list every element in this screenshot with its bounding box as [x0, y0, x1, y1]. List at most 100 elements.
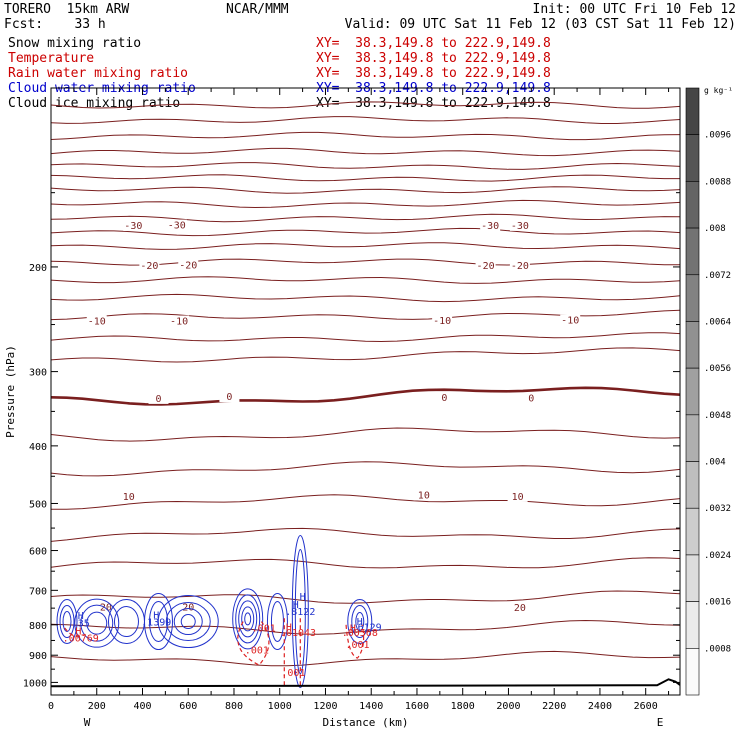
isotherm-line — [51, 162, 680, 170]
valid-time: Valid: 09 UTC Sat 11 Feb 12 (03 CST Sat … — [344, 17, 736, 32]
y-tick-label: 200 — [29, 263, 47, 274]
cloud-water-contour — [232, 588, 264, 650]
isotherm-label: -10 — [561, 316, 579, 327]
cloud-water-contour — [149, 601, 169, 643]
x-tick-label: 0 — [48, 701, 54, 712]
cloud-water-contour — [244, 612, 252, 626]
x-tick-label: 1800 — [451, 701, 475, 712]
cloud-water-contour — [74, 598, 120, 648]
colorbar-segment — [685, 507, 700, 556]
cloud-water-contour — [165, 602, 211, 642]
colorbar-label: .0064 — [704, 317, 731, 327]
isotherm-label: -20 — [477, 261, 495, 272]
cloud-water-contour — [86, 611, 108, 635]
x-end-label-west: W — [84, 716, 91, 729]
isotherm-label: -30 — [481, 221, 499, 232]
x-tick-label: 2600 — [634, 701, 658, 712]
contour-annotation: .001 — [345, 640, 369, 651]
x-tick-label: 1200 — [313, 701, 337, 712]
contour-annotation: .8122 — [285, 607, 315, 618]
contour-annotation: .001 — [245, 645, 269, 656]
isotherm-line — [51, 242, 680, 250]
isotherm-line — [51, 332, 680, 343]
x-tick-label: 1400 — [359, 701, 383, 712]
moisture-contours — [56, 535, 373, 689]
isotherm-line — [51, 101, 680, 109]
contour-annotation: H — [286, 623, 292, 634]
y-axis-title: Pressure (hPa) — [4, 345, 17, 438]
colorbar-label: .0024 — [704, 551, 731, 561]
cloud-water-contour — [173, 608, 203, 636]
y-tick-label: 900 — [29, 651, 47, 662]
rain-contour — [64, 627, 86, 637]
cloud-water-contour — [351, 605, 369, 639]
colorbar-segment — [685, 321, 700, 369]
colorbar-label: .0048 — [704, 411, 731, 421]
x-end-label-east: E — [657, 716, 664, 729]
colorbar-label: .0032 — [704, 504, 731, 514]
cloud-water-contour — [238, 600, 258, 638]
cloud-water-contour — [347, 599, 373, 645]
cloud-water-contour — [62, 611, 72, 633]
colorbar-segment — [685, 554, 700, 602]
contour-annotation: .35 — [72, 619, 90, 630]
isotherm-line — [51, 276, 680, 284]
isotherm-label: -20 — [179, 260, 197, 271]
y-tick-label: 600 — [29, 547, 47, 558]
contour-annotation: H — [350, 623, 356, 634]
contour-annotation: .6129 — [352, 623, 382, 634]
init-time: Init: 00 UTC Fri 10 Feb 12 — [532, 2, 737, 17]
colorbar-unit: g kg⁻¹ — [704, 86, 733, 95]
contour-annotation: .00769 — [63, 633, 99, 644]
cloud-water-contour — [266, 593, 288, 651]
y-tick-label: 700 — [29, 586, 47, 597]
contour-annotation: H — [293, 600, 299, 611]
colorbar-label: .0056 — [704, 364, 731, 374]
contour-annotation: .1399 — [141, 618, 171, 629]
colorbar-segment — [685, 461, 700, 509]
colorbar-label: .0072 — [704, 271, 731, 281]
colorbar-label: .0008 — [704, 644, 731, 654]
isotherm-label: -20 — [140, 261, 158, 272]
isotherm-label: 0 — [226, 392, 232, 403]
x-tick-label: 2400 — [588, 701, 612, 712]
y-tick-label: 1000 — [23, 678, 47, 689]
colorbar-segment — [685, 648, 700, 696]
contour-annotation: .01043 — [280, 628, 316, 639]
colorbar-segment — [685, 87, 700, 135]
isotherm-line — [51, 527, 680, 542]
cloud-water-contour — [80, 604, 114, 642]
contour-annotation: .00568 — [342, 628, 378, 639]
colorbar-segment — [685, 367, 700, 416]
isotherm-label: 20 — [514, 603, 526, 614]
isotherm-line — [51, 461, 680, 477]
isotherm-label: -20 — [511, 261, 529, 272]
x-tick-label: 1600 — [405, 701, 429, 712]
x-tick-label: 600 — [179, 701, 197, 712]
isotherm-line — [51, 116, 680, 124]
cloud-water-contour — [355, 612, 365, 632]
isotherm-line — [51, 494, 680, 510]
field-xy: XY= 38.3,149.8 to 222.9,149.8 — [316, 66, 551, 81]
y-tick-label: 500 — [29, 499, 47, 510]
contour-annotation: .001 — [281, 668, 305, 679]
y-tick-label: 300 — [29, 368, 47, 379]
y-tick-label: 800 — [29, 621, 47, 632]
isotherm-line — [51, 347, 680, 363]
isotherm-label: -30 — [124, 221, 142, 232]
colorbar-segment — [685, 274, 700, 322]
field-xy: XY= 38.3,149.8 to 222.9,149.8 — [316, 36, 551, 51]
colorbar-segment — [685, 414, 700, 462]
x-tick-label: 2200 — [542, 701, 566, 712]
isotherm-label: 10 — [123, 492, 135, 503]
contour-annotation: H — [300, 592, 306, 603]
isotherm-line — [51, 619, 680, 635]
x-axis-title: Distance (km) — [322, 716, 408, 729]
contour-annotation: H — [357, 617, 363, 628]
x-tick-label: 800 — [225, 701, 243, 712]
colorbar-label: .0096 — [704, 131, 731, 141]
rain-contour — [237, 621, 270, 666]
center-title: NCAR/MMM — [226, 2, 289, 17]
isotherm-line — [51, 186, 680, 194]
